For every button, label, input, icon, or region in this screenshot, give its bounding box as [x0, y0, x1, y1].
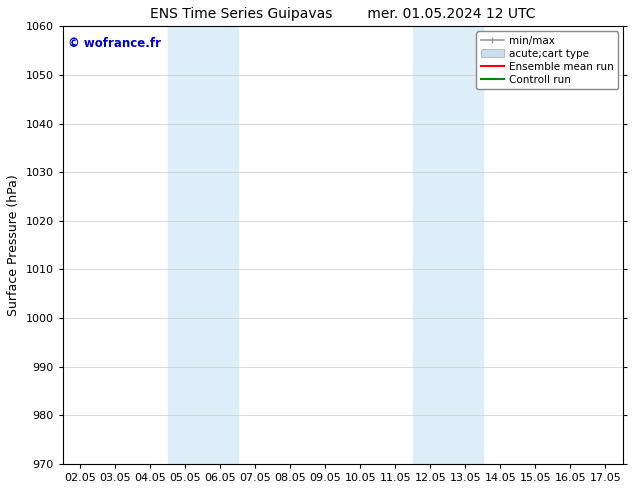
Text: © wofrance.fr: © wofrance.fr	[68, 37, 161, 50]
Legend: min/max, acute;cart type, Ensemble mean run, Controll run: min/max, acute;cart type, Ensemble mean …	[477, 31, 618, 89]
Y-axis label: Surface Pressure (hPa): Surface Pressure (hPa)	[7, 174, 20, 316]
Bar	[168, 26, 238, 464]
Bar	[413, 26, 483, 464]
Title: ENS Time Series Guipavas        mer. 01.05.2024 12 UTC: ENS Time Series Guipavas mer. 01.05.2024…	[150, 7, 536, 21]
